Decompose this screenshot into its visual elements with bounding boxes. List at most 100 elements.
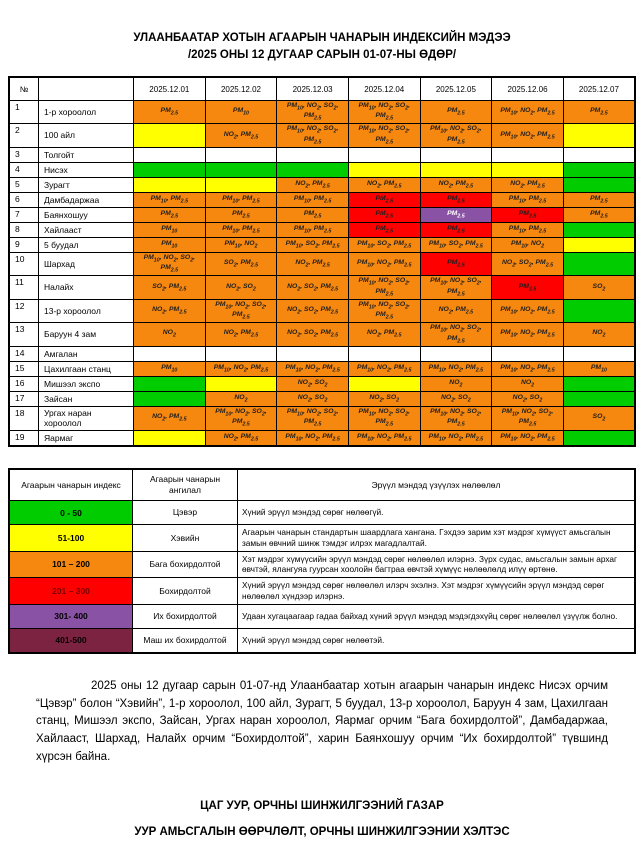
aqi-range: 101 – 200 — [8, 550, 133, 579]
aqi-category: Маш их бохирдолтой — [132, 627, 238, 654]
legend-row: 201 – 300 Бохирдолтой Хүний эрүүл мэндэд с… — [8, 577, 636, 605]
aqi-cell: NO2, SO2 — [276, 375, 349, 392]
health-effect: Удаан хугацаагаар гадаа байхад хүний эрү… — [237, 603, 636, 629]
district-name: Хайлааст — [38, 221, 134, 238]
district-name: Шархад — [38, 251, 134, 277]
aqi-table-header-row: № 2025.12.01 2025.12.02 2025.12.03 2025.12.… — [8, 76, 636, 101]
aqi-cell — [491, 146, 564, 163]
aqi-cell — [204, 146, 278, 163]
aqi-cell: NO2, PM2.5 — [276, 176, 349, 193]
aqi-cell — [347, 375, 421, 392]
aqi-cell: PM10, NO2, PM2.5 — [491, 298, 564, 324]
aqi-cell: PM10, NO2, PM2.5 — [491, 99, 564, 125]
row-number: 9 — [8, 236, 39, 253]
district-name: Толгойт — [38, 146, 134, 163]
aqi-cell: PM2.5 — [276, 206, 349, 223]
aqi-cell: PM2.5 — [347, 191, 421, 208]
aqi-cell: PM10, SO2, PM2.5 — [419, 236, 493, 253]
aqi-cell: SO2, PM2.5 — [204, 251, 278, 277]
aqi-cell: PM10, NO2, SO2, PM2.5 — [347, 298, 421, 324]
column-header-date: 2025.12.07 — [562, 76, 636, 101]
aqi-cell: PM10, NO2, SO2, PM2.5 — [419, 275, 493, 300]
health-effect: Хүний эрүүл мэндэд сөрөг нөлөөтэй. — [237, 627, 636, 654]
legend-header-effect: Эрүүл мэндэд үзүүлэх нөлөөлөл — [237, 468, 636, 502]
aqi-cell: NO2, PM2.5 — [419, 176, 493, 193]
aqi-cell — [562, 298, 636, 324]
aqi-cell: NO2, SO2 — [276, 390, 349, 407]
aqi-cell — [562, 221, 636, 238]
aqi-range: 401-500 — [8, 627, 133, 654]
aqi-cell: PM10, PM2.5 — [204, 221, 278, 238]
aqi-cell: NO2, SO2, PM2.5 — [276, 298, 349, 324]
aqi-cell: PM10, NO2, PM2.5 — [491, 360, 564, 377]
aqi-cell: PM10, NO2, SO2, PM2.5 — [419, 405, 493, 432]
legend-header-category: Агаарын чанарын ангилал — [132, 468, 238, 502]
aqi-cell: PM10 — [204, 99, 278, 125]
table-row: 1 1-р хороолол PM2.5 PM10 PM10, NO2, SO2, PM… — [8, 99, 636, 125]
aqi-cell: NO2 — [204, 390, 278, 407]
title-line-2: /2025 ОНЫ 12 ДУГААР САРЫН 01-07-НЫ ӨДӨР/ — [187, 49, 457, 61]
table-row: 2 100 айл NO2, PM2.5 PM10, NO2, SO2, PM2.5 P… — [8, 123, 636, 148]
table-row: 15 Цахилгаан станц PM10 PM10, NO2, PM2.5 PM1… — [8, 360, 636, 377]
table-row: 4 Нисэх — [8, 161, 636, 178]
aqi-cell: PM10, NO2, SO2, PM2.5 — [276, 123, 349, 148]
table-row: 7 Баянхошуу PM2.5 PM2.5 PM2.5 PM2.5 PM2.5 PM2.5… — [8, 206, 636, 223]
aqi-cell: PM10, NO2, PM2.5 — [204, 360, 278, 377]
column-header-date: 2025.12.06 — [491, 76, 564, 101]
aqi-cell: PM10, NO2, SO2, PM2.5 — [133, 251, 206, 277]
district-name: Яармаг — [38, 430, 134, 447]
aqi-cell — [204, 176, 278, 193]
row-number: 12 — [8, 298, 39, 324]
district-name: Зурагт — [38, 176, 134, 193]
aqi-range: 201 – 300 — [8, 577, 133, 605]
aqi-cell: NO2, PM2.5 — [491, 176, 564, 193]
aqi-cell: PM2.5 — [562, 206, 636, 223]
aqi-cell: PM10, PM2.5 — [276, 191, 349, 208]
aqi-cell: PM2.5 — [347, 221, 421, 238]
aqi-cell: NO2, PM2.5 — [133, 298, 206, 324]
aqi-cell: PM10, PM2.5 — [491, 191, 564, 208]
aqi-cell: NO2, SO2, PM2.5 — [276, 322, 349, 347]
legend-row: 301- 400 Их бохирдолтой Удаан хугацаагаар … — [8, 603, 636, 629]
table-row: 13 Баруун 4 зам NO2 NO2, PM2.5 NO2, SO2, PM2… — [8, 322, 636, 347]
table-row: 3 Толгойт — [8, 146, 636, 163]
row-number: 16 — [8, 375, 39, 392]
aqi-cell: PM10, NO2, SO2, PM2.5 — [204, 405, 278, 432]
row-number: 11 — [8, 275, 39, 300]
row-number: 6 — [8, 191, 39, 208]
health-effect: Хүний эрүүл мэндэд сөрөг нөлөөлөл илэрч … — [237, 577, 636, 605]
aqi-cell: NO2 — [491, 375, 564, 392]
aqi-cell — [204, 345, 278, 362]
aqi-cell — [204, 375, 278, 392]
aqi-cell — [276, 161, 349, 178]
row-number: 5 — [8, 176, 39, 193]
aqi-cell: NO2, PM2.5 — [204, 322, 278, 347]
district-name: Нисэх — [38, 161, 134, 178]
column-header-date: 2025.12.05 — [419, 76, 493, 101]
aqi-cell — [133, 390, 206, 407]
aqi-cell — [419, 161, 493, 178]
legend-row: 51-100 Хэвийн Агаарын чанарын стандартын ш… — [8, 524, 636, 552]
aqi-cell — [133, 161, 206, 178]
aqi-cell — [347, 345, 421, 362]
aqi-cell: PM10, NO2, PM2.5 — [419, 430, 493, 447]
aqi-cell: PM2.5 — [419, 206, 493, 223]
aqi-cell: PM10, NO2, SO2, PM2.5 — [276, 405, 349, 432]
aqi-cell: PM2.5 — [491, 275, 564, 300]
legend-header-index: Агаарын чанарын индекс — [8, 468, 133, 502]
district-name: 1-р хороолол — [38, 99, 134, 125]
legend-row: 401-500 Маш их бохирдолтой Хүний эрүүл мэн… — [8, 627, 636, 654]
aqi-category: Бохирдолтой — [132, 577, 238, 605]
legend-row: 0 - 50 Цэвэр Хүний эрүүл мэндэд сөрөг нөлө… — [8, 500, 636, 526]
column-header-name — [38, 76, 134, 101]
row-number: 17 — [8, 390, 39, 407]
aqi-cell: PM10, NO2, SO2, PM2.5 — [347, 99, 421, 125]
aqi-cell: NO2, SO2, PM2.5 — [276, 275, 349, 300]
column-header-no: № — [8, 76, 39, 101]
aqi-cell — [347, 146, 421, 163]
aqi-cell: NO2, PM2.5 — [204, 123, 278, 148]
row-number: 15 — [8, 360, 39, 377]
aqi-cell: PM10, NO2, SO2, PM2.5 — [491, 405, 564, 432]
aqi-cell — [276, 345, 349, 362]
